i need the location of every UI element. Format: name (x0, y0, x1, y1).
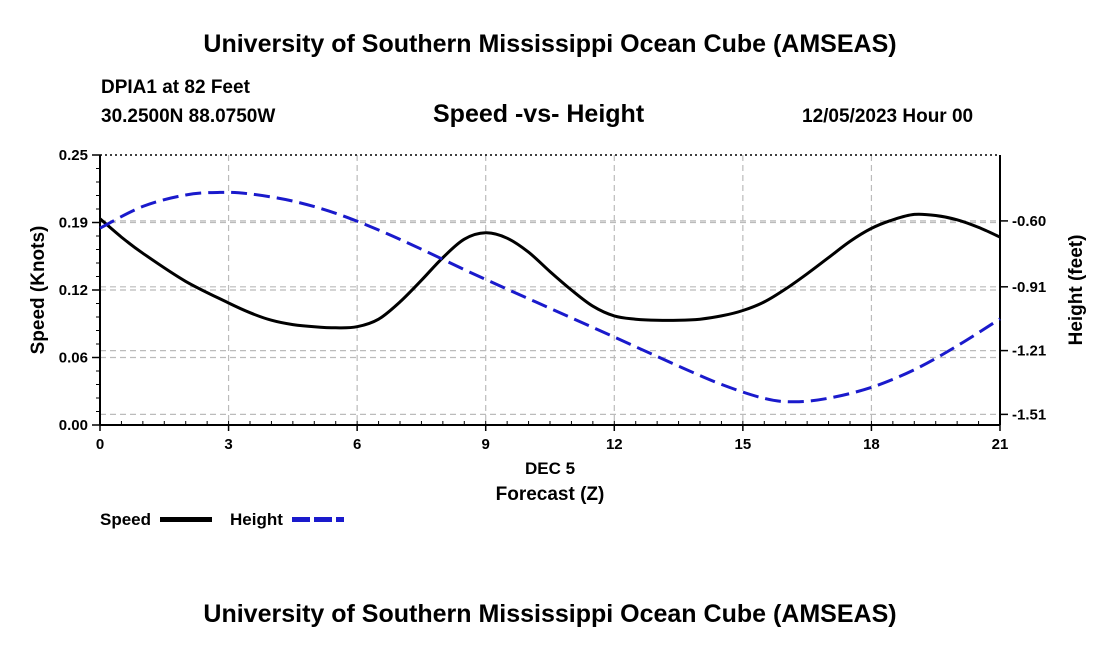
legend-height-label: Height (230, 510, 283, 529)
y2-axis-label: Height (feet) (1066, 235, 1087, 346)
labels-layer: 0 3 6 9 12 15 18 21 0.00 0.06 0.12 0.19 0.25 -0.60 -0.… (28, 147, 1087, 505)
legend-speed-label: Speed (100, 510, 152, 529)
grid-layer (100, 155, 1000, 425)
y-tick-label: 0.00 (59, 417, 88, 434)
series-line-speed (99, 212, 1001, 330)
x-tick-label: 0 (96, 436, 104, 453)
footer-title: University of Southern Mississippi Ocean… (203, 600, 897, 628)
y2-tick-label: -0.60 (1012, 213, 1046, 230)
series-line-height (99, 190, 1001, 404)
x-tick-label: 12 (606, 436, 623, 453)
chart-title: Speed -vs- Height (433, 100, 645, 128)
y2-tick-label: -1.21 (1012, 343, 1046, 360)
x-tick-label: 15 (735, 436, 752, 453)
forecast-date: 12/05/2023 Hour 00 (802, 106, 974, 127)
y-tick-label: 0.06 (59, 350, 88, 367)
x-tick-label: 6 (353, 436, 361, 453)
y-tick-label: 0.25 (59, 147, 88, 164)
y2-tick-label: -1.51 (1012, 406, 1046, 423)
y-tick-label: 0.19 (59, 215, 88, 232)
axes-layer (92, 154, 1008, 431)
y2-tick-label: -0.91 (1012, 279, 1046, 296)
legend-height-swatch (292, 517, 344, 522)
y-tick-label: 0.12 (59, 282, 88, 299)
x-tick-label: 21 (992, 436, 1009, 453)
legend-speed-swatch (160, 517, 212, 522)
y-axis-label: Speed (Knots) (28, 226, 49, 355)
station-label: DPIA1 at 82 Feet (101, 77, 250, 98)
x-axis-label: Forecast (Z) (496, 484, 605, 505)
page-title: University of Southern Mississippi Ocean… (203, 30, 897, 58)
x-tick-label: 18 (863, 436, 880, 453)
x-tick-label: 9 (482, 436, 490, 453)
series-layer (99, 190, 1001, 404)
speed-height-chart: 0 3 6 9 12 15 18 21 0.00 0.06 0.12 0.19 0.25 -0.60 -0.… (28, 147, 1087, 505)
coordinates-label: 30.2500N 88.0750W (101, 106, 276, 127)
x-axis-sublabel: DEC 5 (525, 459, 575, 478)
x-tick-label: 3 (224, 436, 232, 453)
